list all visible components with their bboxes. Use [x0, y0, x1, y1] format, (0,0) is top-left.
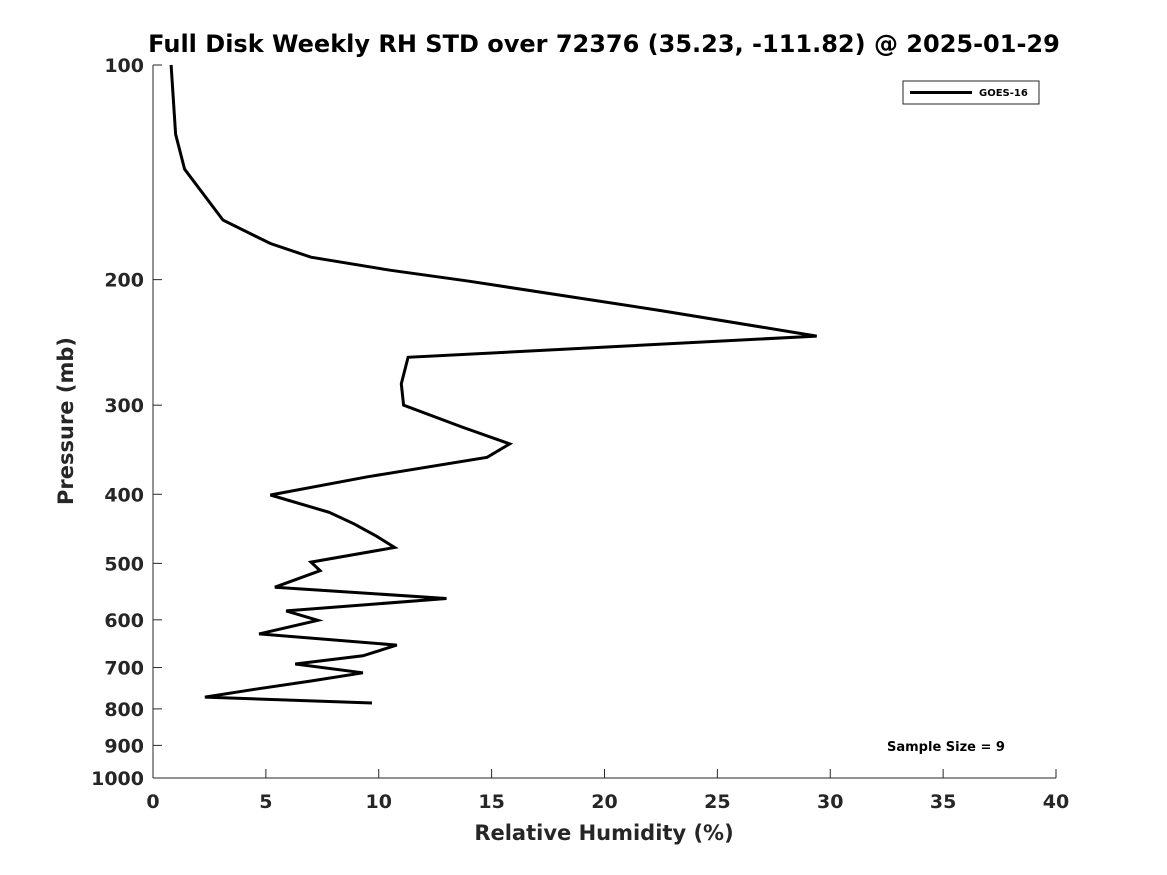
y-tick-label: 200	[104, 270, 144, 292]
y-tick-label: 100	[104, 55, 144, 77]
x-axis-label: Relative Humidity (%)	[474, 821, 733, 845]
y-tick-label: 600	[104, 610, 144, 632]
legend: GOES-16	[902, 80, 1040, 105]
series-layer	[169, 64, 817, 705]
sample-size-annotation: Sample Size = 9	[887, 740, 1005, 755]
x-tick-label: 30	[817, 791, 843, 813]
x-tick-label: 20	[591, 791, 617, 813]
y-tick-label: 700	[104, 658, 144, 680]
x-tick-label: 35	[930, 791, 956, 813]
x-tick-label: 25	[704, 791, 730, 813]
axes: 0 5 10 15 20 25 30 35 40 100 200 300 400 500 600 700 800…	[91, 55, 1069, 813]
x-tick-label: 15	[478, 791, 504, 813]
legend-label-goes-16: GOES-16	[979, 88, 1028, 99]
y-tick-label: 800	[104, 699, 144, 721]
y-tick-label: 900	[104, 735, 144, 757]
y-axis-label: Pressure (mb)	[54, 337, 78, 505]
y-tick-label: 1000	[91, 768, 144, 790]
annotations: Sample Size = 9	[887, 740, 1005, 755]
series-line-goes-16	[169, 64, 817, 705]
x-tick-label: 10	[366, 791, 392, 813]
y-tick-label: 300	[104, 395, 144, 417]
y-tick-label: 500	[104, 553, 144, 575]
chart-title: Full Disk Weekly RH STD over 72376 (35.2…	[148, 30, 1060, 58]
x-tick-label: 5	[259, 791, 272, 813]
x-tick-label: 0	[146, 791, 159, 813]
y-tick-label: 400	[104, 484, 144, 506]
x-tick-label: 40	[1043, 791, 1069, 813]
